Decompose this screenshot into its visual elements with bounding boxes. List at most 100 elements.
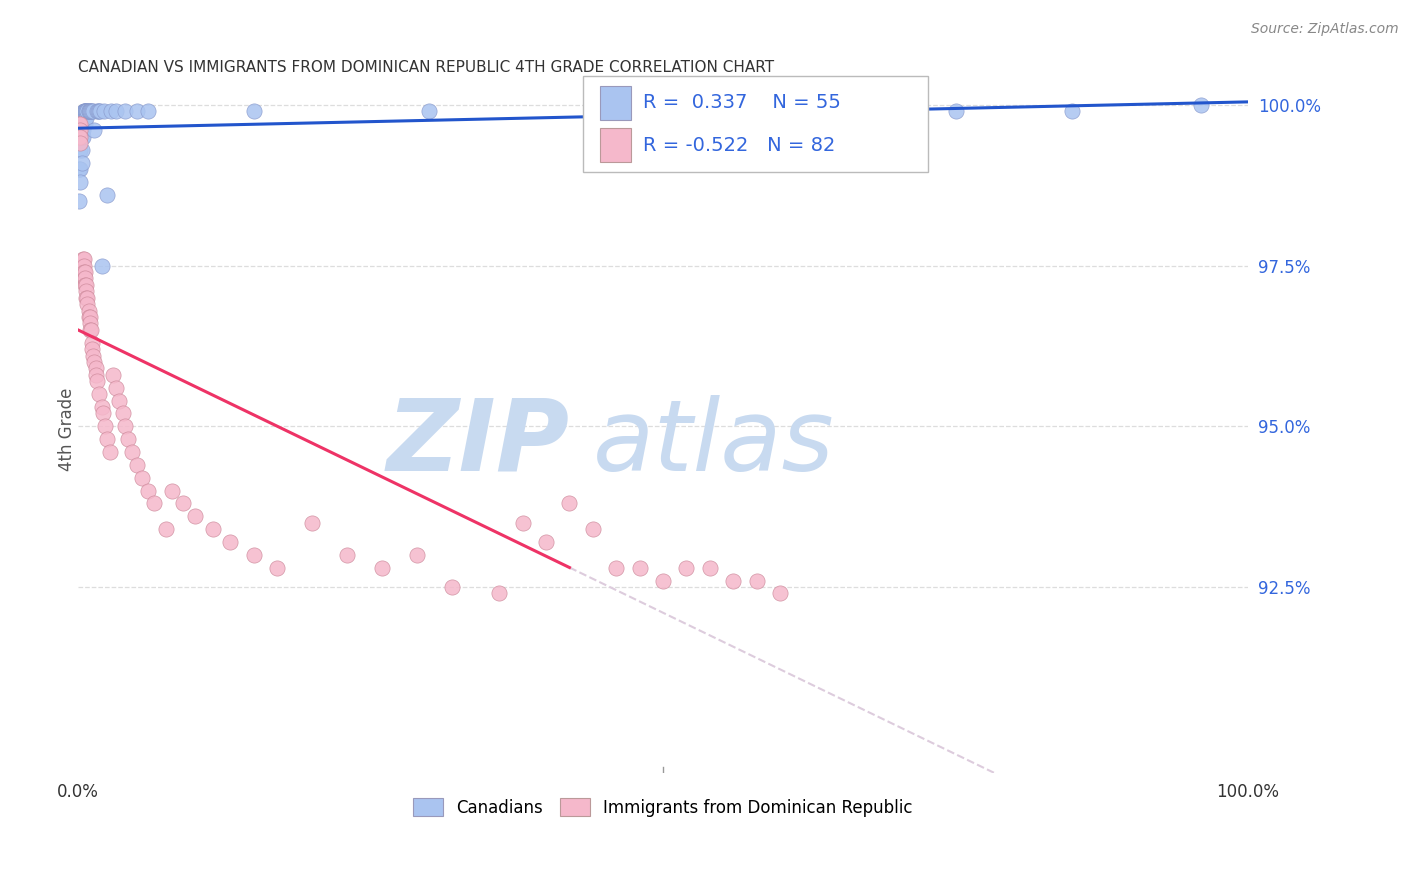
Point <box>108 393 131 408</box>
Point <box>73 104 96 119</box>
Point <box>160 483 183 498</box>
Point <box>75 291 97 305</box>
Point <box>652 574 675 588</box>
Point <box>73 111 96 125</box>
Point <box>512 516 534 530</box>
Point <box>125 458 148 472</box>
Point <box>79 310 101 324</box>
Point <box>117 432 139 446</box>
Point <box>94 419 117 434</box>
Text: R =  0.337    N = 55: R = 0.337 N = 55 <box>643 94 841 112</box>
Point <box>76 104 98 119</box>
Point <box>945 104 967 119</box>
Point <box>80 104 103 119</box>
Point <box>75 104 97 119</box>
Point <box>75 271 97 285</box>
Point <box>136 483 159 498</box>
Text: R = -0.522   N = 82: R = -0.522 N = 82 <box>643 136 835 154</box>
Point <box>72 265 94 279</box>
Point <box>723 574 745 588</box>
Point <box>72 130 94 145</box>
Point <box>84 361 107 376</box>
Point <box>96 187 118 202</box>
Point <box>69 143 91 157</box>
Point <box>72 252 94 266</box>
Point <box>75 104 97 119</box>
Point <box>69 117 91 131</box>
Point <box>72 111 94 125</box>
Point <box>70 259 93 273</box>
Point <box>67 130 90 145</box>
Point <box>73 104 96 119</box>
Point <box>628 560 651 574</box>
Point <box>242 104 264 119</box>
Point <box>87 104 110 119</box>
Point <box>75 111 97 125</box>
Point <box>75 277 97 292</box>
Point <box>89 387 111 401</box>
Point <box>418 104 440 119</box>
Point <box>1062 104 1084 119</box>
Point <box>67 162 90 177</box>
Legend: Canadians, Immigrants from Dominican Republic: Canadians, Immigrants from Dominican Rep… <box>406 791 920 823</box>
Point <box>104 381 127 395</box>
Point <box>75 265 97 279</box>
Point <box>82 104 104 119</box>
Point <box>69 162 91 177</box>
Point <box>76 291 98 305</box>
Point <box>93 104 115 119</box>
Text: Source: ZipAtlas.com: Source: ZipAtlas.com <box>1251 22 1399 37</box>
Text: ZIP: ZIP <box>387 395 569 491</box>
Point <box>75 117 97 131</box>
Point <box>77 303 100 318</box>
Point <box>90 259 112 273</box>
Point <box>77 104 100 119</box>
Point <box>104 104 127 119</box>
Point <box>75 104 97 119</box>
Text: atlas: atlas <box>593 395 835 491</box>
Point <box>75 104 97 119</box>
Point <box>90 400 112 414</box>
Point <box>84 368 107 382</box>
Point <box>72 123 94 137</box>
Point <box>70 143 93 157</box>
Point <box>72 259 94 273</box>
Point <box>86 374 108 388</box>
Point <box>98 445 121 459</box>
Point <box>67 194 90 209</box>
Point <box>70 130 93 145</box>
Point <box>336 548 359 562</box>
Point <box>79 323 101 337</box>
Point <box>70 271 93 285</box>
Point <box>82 349 104 363</box>
Y-axis label: 4th Grade: 4th Grade <box>58 388 76 471</box>
Point <box>73 259 96 273</box>
Point <box>121 445 143 459</box>
Point <box>73 117 96 131</box>
Point <box>131 471 153 485</box>
Point <box>67 123 90 137</box>
Point <box>83 355 105 369</box>
Point <box>75 104 97 119</box>
Point <box>73 265 96 279</box>
Point <box>75 111 97 125</box>
Point <box>77 104 100 119</box>
Point <box>76 104 98 119</box>
Point <box>745 574 768 588</box>
Point <box>155 522 177 536</box>
Point <box>558 496 581 510</box>
Point <box>70 265 93 279</box>
Point <box>675 560 697 574</box>
Point <box>76 297 98 311</box>
Text: CANADIAN VS IMMIGRANTS FROM DOMINICAN REPUBLIC 4TH GRADE CORRELATION CHART: CANADIAN VS IMMIGRANTS FROM DOMINICAN RE… <box>79 60 775 75</box>
Point <box>83 123 105 137</box>
Point <box>79 317 101 331</box>
Point <box>184 509 207 524</box>
Point <box>67 117 90 131</box>
Point <box>143 496 166 510</box>
Point <box>172 496 194 510</box>
Point <box>80 323 103 337</box>
Point <box>242 548 264 562</box>
Point <box>301 516 323 530</box>
Point <box>69 136 91 151</box>
